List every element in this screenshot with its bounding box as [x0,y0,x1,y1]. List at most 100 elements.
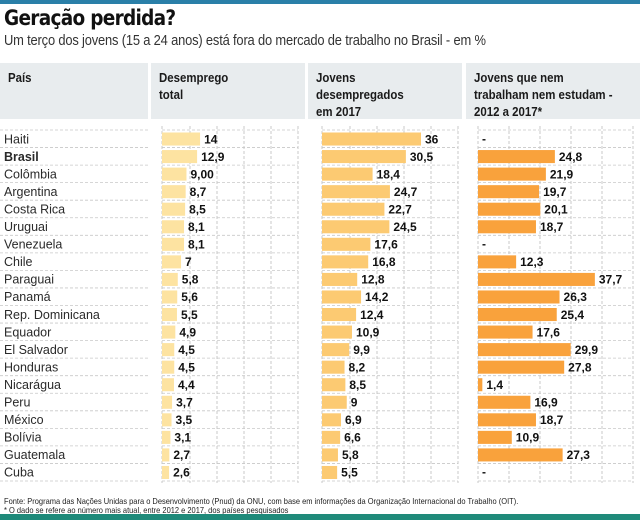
value-label-youth: 6,9 [345,413,362,427]
country-label: Guatemala [4,448,65,462]
value-label-youth: 14,2 [365,290,389,304]
country-label: Equador [4,325,51,339]
country-label: México [4,413,44,427]
bar-neet [478,325,533,339]
column-header-total: Desemprego total [151,63,305,119]
bar-neet [478,220,536,234]
value-label-neet: 16,9 [534,396,558,410]
country-label: Bolívia [4,431,42,445]
value-label-youth: 9 [351,396,358,410]
bar-total [162,325,176,339]
value-label-youth: 12,8 [361,273,385,287]
bar-youth [322,255,369,269]
value-label-youth: 8,5 [349,378,366,392]
value-label-missing: - [482,237,486,251]
value-label-total: 14 [204,132,218,146]
bar-total [162,255,182,269]
bar-total [162,343,175,357]
bar-total [162,220,185,234]
value-label-neet: 24,8 [559,150,583,164]
bar-youth [322,360,345,374]
value-label-total: 8,5 [189,202,206,216]
value-label-youth: 9,9 [353,343,370,357]
bar-total [162,308,177,322]
column-header-neet-label: Jovens que nem trabalham nem estudam - 2… [474,70,613,119]
value-label-neet: 27,8 [568,360,592,374]
country-label: Colômbia [4,167,57,181]
bar-youth [322,378,346,392]
value-label-total: 5,5 [181,308,198,322]
country-label: Uruguai [4,220,48,234]
bar-neet [478,430,512,444]
value-label-youth: 12,4 [360,308,384,322]
asterisk-note: * O dado se refere ao número mais atual,… [4,505,289,515]
country-label: Honduras [4,360,58,374]
column-header-youth: Jovens desempregados em 2017 [308,63,462,119]
chart-grid: Haiti 14 36 - Brasil 12,9 30,5 24,8 Colômbia 9,00… [0,126,634,483]
bar-total [162,378,174,392]
value-label-youth: 30,5 [410,150,434,164]
country-label: Argentina [4,185,58,199]
value-label-total: 5,6 [181,290,198,304]
country-label: Cuba [4,466,34,480]
country-label: Rep. Dominicana [4,308,100,322]
bar-neet [478,395,531,409]
bar-total [162,150,198,164]
bar-total [162,132,201,146]
bar-neet [478,413,536,427]
value-label-youth: 36 [425,132,439,146]
value-label-youth: 18,4 [377,167,401,181]
value-label-total: 4,5 [178,360,195,374]
value-label-youth: 24,7 [394,185,418,199]
value-label-neet: 25,4 [561,308,585,322]
bar-total [162,237,185,251]
bar-total [162,185,186,199]
bar-total [162,395,173,409]
country-label: Venezuela [4,238,62,252]
value-label-neet: 21,9 [550,167,574,181]
value-label-neet: 10,9 [516,431,540,445]
value-label-total: 8,1 [188,220,205,234]
value-label-youth: 17,6 [374,238,398,252]
value-label-youth: 8,2 [349,360,366,374]
bar-youth [322,272,358,286]
value-label-neet: 37,7 [599,273,623,287]
bar-youth [322,185,390,199]
bar-youth [322,150,406,164]
value-label-youth: 5,8 [342,448,359,462]
value-label-youth: 10,9 [356,325,380,339]
bar-neet [478,272,595,286]
bar-youth [322,237,371,251]
bar-total [162,413,172,427]
value-label-neet: 19,7 [543,185,567,199]
country-label: Brasil [4,150,39,164]
bar-neet [478,378,483,392]
bar-total [162,167,187,181]
bar-neet [478,185,540,199]
value-label-total: 8,7 [190,185,207,199]
bar-neet [478,255,517,269]
bar-youth [322,220,390,234]
value-label-neet: 18,7 [540,413,564,427]
country-label: Costa Rica [4,202,65,216]
value-label-youth: 5,5 [341,466,358,480]
bar-neet [478,308,557,322]
value-label-missing: - [482,132,486,146]
chart-title: Geração perdida? [4,6,176,30]
value-label-neet: 20,1 [544,202,568,216]
value-label-total: 9,00 [190,167,214,181]
value-label-youth: 6,6 [344,431,361,445]
value-label-total: 5,8 [182,273,199,287]
value-label-youth: 24,5 [393,220,417,234]
value-label-neet: 1,4 [486,378,503,392]
column-header-youth-label: Jovens desempregados em 2017 [316,70,404,119]
bar-youth [322,308,357,322]
column-header-country: País [0,63,148,119]
bar-youth [322,343,350,357]
value-label-total: 4,9 [179,325,196,339]
value-label-neet: 12,3 [520,255,544,269]
bar-total [162,465,170,479]
column-header-total-label: Desemprego total [159,70,229,102]
value-label-neet: 27,3 [567,448,591,462]
bar-total [162,290,178,304]
